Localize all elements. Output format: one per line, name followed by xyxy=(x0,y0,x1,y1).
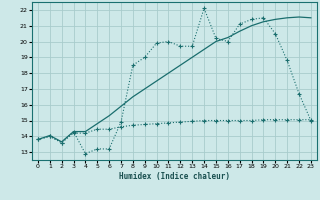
X-axis label: Humidex (Indice chaleur): Humidex (Indice chaleur) xyxy=(119,172,230,181)
